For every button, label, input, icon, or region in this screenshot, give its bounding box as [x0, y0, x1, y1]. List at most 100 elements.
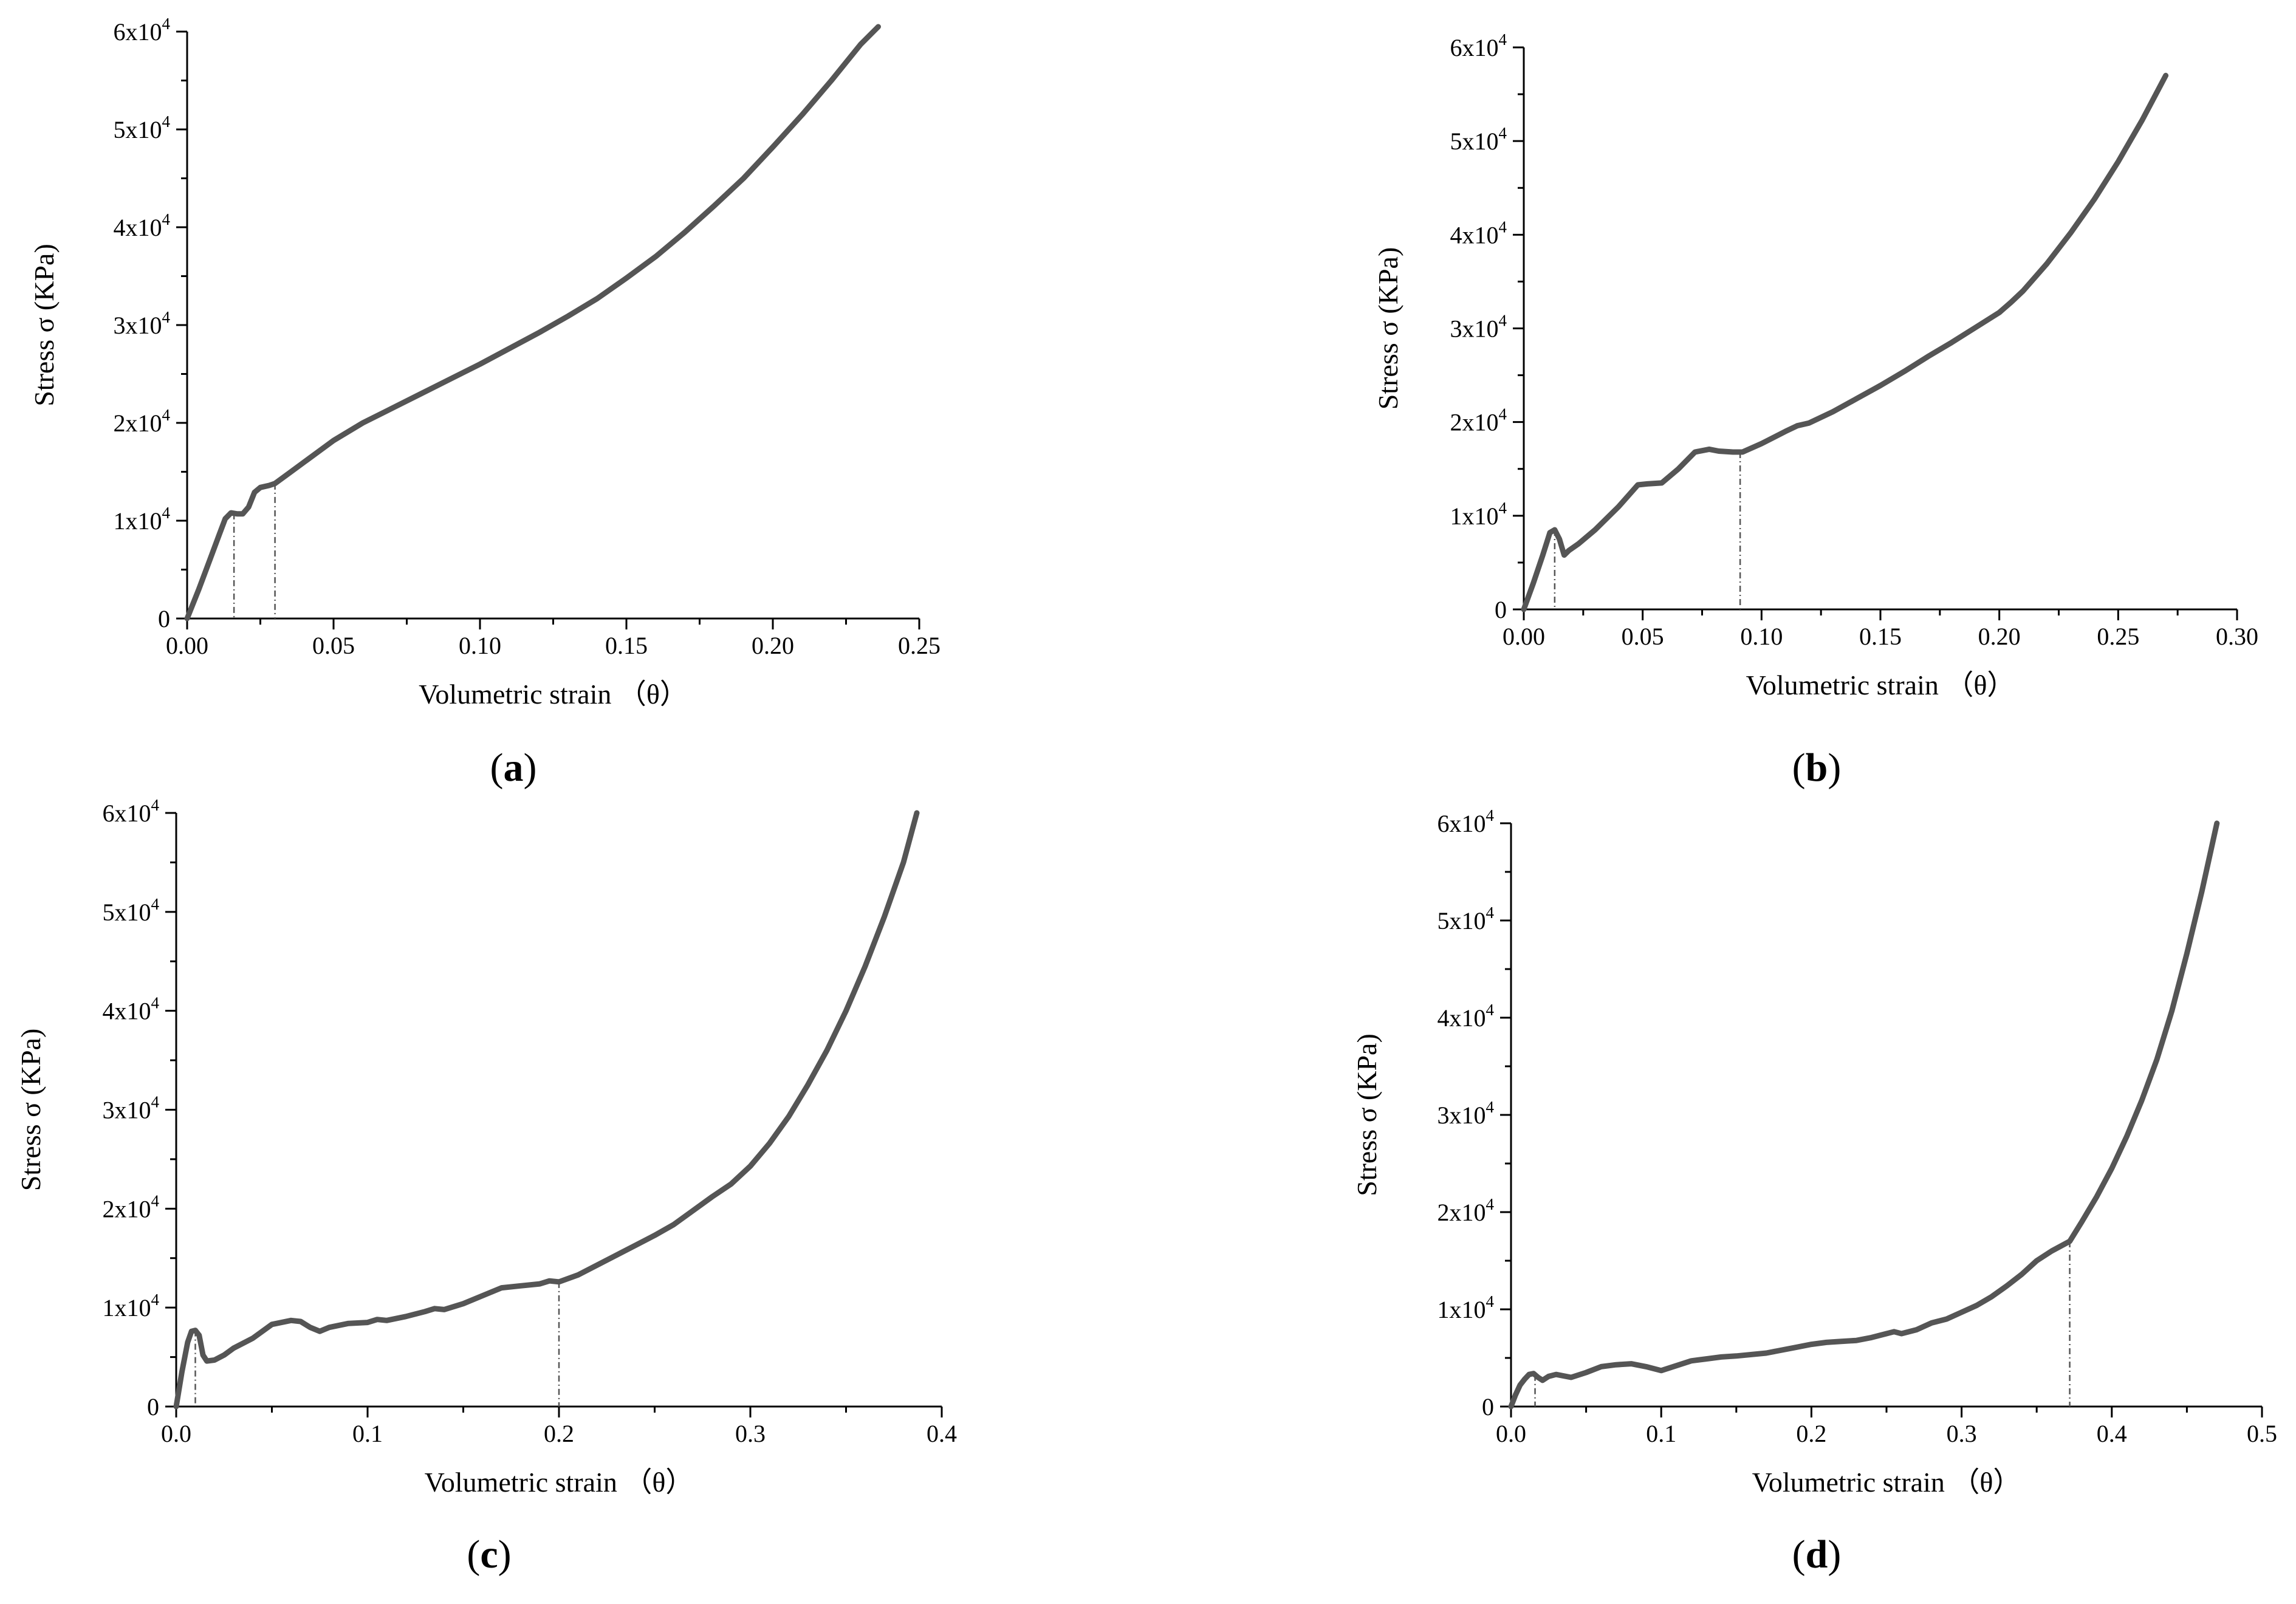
y-tick-exponent: 4: [1486, 1001, 1495, 1019]
x-axis-title: Volumetric strain （θ）: [1752, 1467, 2021, 1498]
y-tick-label: 1x104: [103, 1290, 160, 1321]
panel-d: 0.0 0.1 0.2 0.3 0.4 0.501x1042x1043x1044x1045…: [1351, 806, 2277, 1577]
x-tick-label: 0.3: [735, 1420, 766, 1447]
y-tick-mantissa: 5x10: [114, 116, 162, 143]
y-tick-mantissa: 3x10: [1438, 1102, 1486, 1129]
stress-curve-series: [173, 810, 920, 1410]
y-tick-mantissa: 3x10: [1450, 315, 1499, 343]
y-tick-exponent: 4: [1499, 312, 1507, 330]
y-tick-label: 0: [158, 605, 170, 632]
y-tick-mantissa: 2x10: [1438, 1199, 1486, 1226]
y-tick-label: 1x104: [114, 504, 171, 535]
y-tick-exponent: 4: [1486, 903, 1495, 922]
y-tick-mantissa: 3x10: [103, 1097, 151, 1124]
y-tick-label: 3x104: [103, 1093, 160, 1124]
panel-label-letter: b: [1806, 745, 1828, 790]
x-tick-label: 0.1: [1646, 1420, 1676, 1447]
x-tick-label: 0.00: [166, 632, 208, 659]
y-tick-label: 4x104: [1438, 1001, 1495, 1032]
x-tick-label: 0.20: [752, 632, 794, 659]
y-tick-mantissa: 5x10: [1450, 128, 1499, 155]
y-axis-title: Stress σ (KPa): [1351, 1033, 1382, 1196]
y-tick-label: 0: [1482, 1393, 1494, 1421]
x-tick-label: 0.30: [2216, 623, 2258, 650]
y-tick-label: 6x104: [1438, 806, 1495, 837]
y-tick-mantissa: 1x10: [1450, 502, 1499, 530]
y-tick-exponent: 4: [1499, 30, 1507, 49]
y-tick-mantissa: 4x10: [1450, 221, 1499, 248]
y-tick-exponent: 4: [1499, 218, 1507, 236]
y-tick-mantissa: 5x10: [1438, 907, 1486, 934]
x-tick-label: 0.2: [1796, 1420, 1826, 1447]
y-tick-mantissa: 6x10: [103, 800, 151, 827]
y-tick-label: 5x104: [103, 895, 160, 926]
stress-curve-series: [1508, 820, 2220, 1410]
panel-label: (b): [1792, 745, 1842, 790]
x-tick-label: 0.15: [605, 632, 648, 659]
y-tick-exponent: 4: [162, 112, 171, 131]
y-tick-exponent: 4: [151, 1191, 160, 1210]
x-tick-label: 0.5: [2247, 1420, 2277, 1447]
y-tick-mantissa: 4x10: [103, 998, 151, 1025]
x-tick-label: 0.4: [927, 1420, 957, 1447]
panel-label-open-paren: (: [490, 745, 504, 790]
x-axis-title: Volumetric strain （θ）: [419, 679, 688, 710]
y-tick-mantissa: 2x10: [114, 410, 162, 437]
x-tick-label: 0.2: [544, 1420, 574, 1447]
x-tick-label: 0.05: [312, 632, 355, 659]
y-tick-mantissa: 6x10: [1450, 34, 1499, 61]
y-tick-exponent: 4: [151, 895, 160, 913]
y-tick-label: 6x104: [114, 15, 171, 46]
y-tick-exponent: 4: [162, 308, 171, 326]
panel-b: 0.00 0.05 0.10 0.15 0.20 0.25 0.3001x1042x1043…: [1372, 30, 2258, 790]
x-tick-label: 0.00: [1503, 623, 1545, 650]
y-tick-exponent: 4: [151, 1093, 160, 1111]
x-tick-label: 0.10: [1740, 623, 1783, 650]
panel-label-letter: c: [480, 1532, 498, 1577]
y-tick-exponent: 4: [151, 1290, 160, 1309]
y-tick-mantissa: 0: [158, 605, 170, 632]
y-tick-label: 4x104: [1450, 218, 1507, 248]
y-tick-label: 5x104: [114, 112, 171, 143]
y-tick-mantissa: 4x10: [1438, 1004, 1486, 1032]
x-axis-title: Volumetric strain （θ）: [1746, 670, 2015, 701]
x-tick-label: 0.15: [1859, 623, 1902, 650]
x-tick-label: 0.05: [1622, 623, 1664, 650]
y-tick-label: 4x104: [114, 210, 171, 241]
panel-label-open-paren: (: [1792, 745, 1806, 790]
y-tick-label: 1x104: [1438, 1292, 1495, 1323]
y-tick-label: 2x104: [1450, 405, 1507, 436]
y-tick-mantissa: 0: [1482, 1393, 1494, 1421]
y-tick-label: 2x104: [114, 406, 171, 437]
y-tick-mantissa: 1x10: [114, 507, 162, 535]
x-tick-label: 0.25: [2097, 623, 2139, 650]
stress-curve-series: [184, 24, 881, 622]
y-tick-mantissa: 0: [1495, 596, 1507, 623]
y-tick-exponent: 4: [1486, 1292, 1495, 1311]
panel-label: (c): [467, 1532, 511, 1577]
y-tick-exponent: 4: [1499, 124, 1507, 142]
x-tick-label: 0.4: [2097, 1420, 2127, 1447]
y-tick-label: 2x104: [103, 1191, 160, 1222]
panel-label-letter: d: [1806, 1532, 1828, 1577]
y-tick-mantissa: 2x10: [103, 1195, 151, 1222]
y-tick-mantissa: 6x10: [114, 18, 162, 46]
x-tick-label: 0.1: [352, 1420, 383, 1447]
y-tick-label: 3x104: [1438, 1098, 1495, 1129]
panel-label-close-paren: ): [524, 745, 537, 790]
y-tick-mantissa: 5x10: [103, 899, 151, 926]
y-tick-mantissa: 2x10: [1450, 409, 1499, 436]
y-tick-mantissa: 4x10: [114, 214, 162, 241]
y-tick-exponent: 4: [1499, 405, 1507, 423]
y-tick-label: 5x104: [1438, 903, 1495, 934]
y-tick-exponent: 4: [1499, 499, 1507, 517]
y-tick-exponent: 4: [151, 796, 160, 814]
y-tick-mantissa: 1x10: [1438, 1296, 1486, 1323]
panel-label-letter: a: [504, 745, 524, 790]
y-axis-title: Stress σ (KPa): [1372, 247, 1403, 410]
y-tick-label: 5x104: [1450, 124, 1507, 155]
y-tick-mantissa: 0: [147, 1393, 159, 1421]
y-axis-title: Stress σ (KPa): [29, 244, 60, 406]
y-tick-label: 6x104: [1450, 30, 1507, 61]
